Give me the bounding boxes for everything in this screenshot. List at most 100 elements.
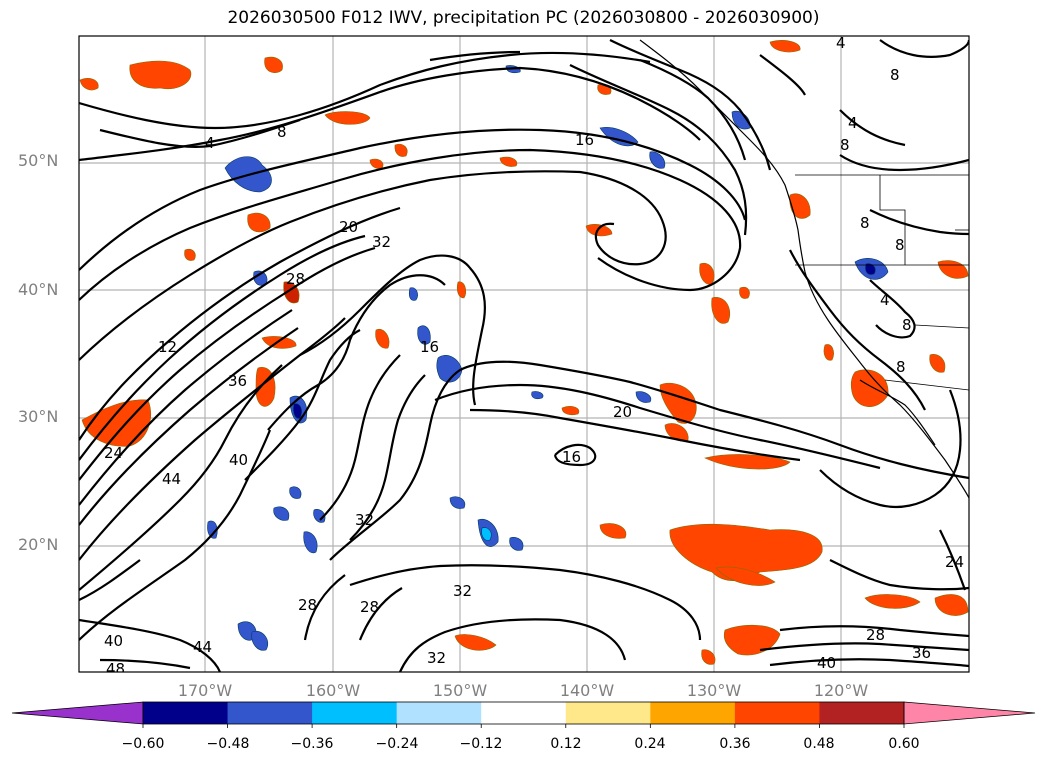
contour-label: 24	[104, 444, 123, 462]
iwv-contour	[569, 64, 748, 236]
contour-label: 40	[817, 654, 836, 672]
precip-patch	[264, 56, 283, 73]
precip-patch	[454, 634, 497, 651]
precip-patch	[456, 281, 467, 299]
lat-label-40n: 40°N	[18, 280, 59, 299]
contour-label: 28	[360, 598, 379, 616]
iwv-contour	[79, 128, 747, 271]
precip-negative-patches	[207, 65, 889, 651]
precip-patch	[129, 60, 192, 90]
iwv-contour	[609, 39, 772, 171]
lon-label-150w: 150°W	[432, 681, 488, 700]
contour-label: 8	[277, 123, 287, 141]
iwv-contour	[79, 148, 742, 301]
iwv-contour	[267, 274, 446, 431]
iwv-contour	[869, 209, 969, 236]
iwv-contour	[79, 170, 667, 361]
contour-label: 4	[205, 134, 215, 152]
iwv-contour	[79, 317, 346, 561]
iwv-contour	[779, 625, 969, 638]
contour-label: 4	[848, 114, 858, 132]
lat-label-50n: 50°N	[18, 151, 59, 170]
colorbar-tick-label: 0.48	[803, 736, 835, 752]
colorbar-tick-label: 0.36	[719, 736, 751, 752]
precip-patch	[649, 151, 666, 169]
precip-patch	[739, 287, 750, 299]
iwv-contour	[759, 642, 969, 652]
precip-patch	[247, 212, 271, 233]
iwv-contour	[829, 559, 969, 591]
precip-patch	[261, 336, 297, 349]
iwv-contour	[329, 360, 969, 561]
colorbar-extend-min	[11, 701, 144, 725]
precip-patch	[850, 369, 889, 407]
colorbar-tick-label: 0.12	[550, 736, 582, 752]
contour-label: 24	[945, 553, 964, 571]
precip-patch	[417, 325, 431, 345]
colorbar-extend-max	[903, 701, 1036, 725]
precip-patch	[599, 523, 627, 539]
precip-patch	[509, 537, 524, 551]
colorbar	[11, 701, 1036, 728]
lon-label-160w: 160°W	[305, 681, 361, 700]
iwv-contour	[769, 658, 969, 668]
border-line	[884, 379, 969, 391]
contour-label: 40	[104, 632, 123, 650]
contour-label: 32	[355, 511, 374, 529]
border-line	[914, 324, 969, 329]
lat-label-20n: 20°N	[18, 535, 59, 554]
plot-frame	[78, 35, 970, 673]
colorbar-segment	[819, 702, 905, 724]
iwv-contour	[79, 206, 401, 441]
coastline	[859, 379, 936, 446]
precip-patch	[789, 193, 811, 219]
colorbar-tick-label: −0.48	[206, 736, 250, 752]
contour-label: 12	[158, 338, 177, 356]
precip-patch	[293, 403, 302, 419]
precip-patch	[449, 496, 466, 509]
precip-patch	[408, 287, 418, 301]
colorbar-tick-label: −0.24	[375, 736, 419, 752]
iwv-contour	[79, 429, 272, 641]
contour-label: 20	[339, 218, 358, 236]
precip-patch	[769, 40, 801, 53]
iwv-contour	[299, 254, 486, 406]
precip-patch	[207, 520, 218, 539]
iwv-contour	[839, 109, 906, 147]
contour-label: 28	[286, 270, 305, 288]
lon-label-170w: 170°W	[177, 681, 233, 700]
precip-patch	[864, 594, 921, 609]
precip-patch	[436, 355, 463, 383]
contour-label: 16	[575, 131, 594, 149]
contour-label: 40	[229, 451, 248, 469]
colorbar-tick-label: 0.24	[634, 736, 666, 752]
colorbar-segment	[396, 702, 482, 724]
precip-patch	[715, 566, 776, 586]
contour-label: 36	[228, 372, 247, 390]
precip-patch	[273, 506, 290, 521]
colorbar-frame	[142, 701, 905, 725]
iwv-contour	[869, 279, 916, 339]
precip-patch	[375, 328, 390, 349]
coastline	[639, 39, 969, 499]
contour-label: 8	[895, 236, 905, 254]
precip-patch	[723, 624, 781, 656]
precip-patch	[701, 649, 716, 665]
precip-patch	[481, 527, 492, 541]
precip-patch	[704, 454, 791, 470]
iwv-contour	[303, 574, 346, 641]
colorbar-tick-label: −0.60	[121, 736, 165, 752]
lon-label-140w: 140°W	[559, 681, 615, 700]
precip-patch	[711, 297, 731, 324]
precip-patch	[303, 531, 318, 554]
colorbar-segment	[143, 702, 229, 724]
colorbar-segment	[227, 702, 313, 724]
iwv-contour	[79, 364, 283, 591]
precip-patch	[499, 156, 518, 167]
precip-patch	[865, 263, 876, 275]
iwv-contour	[358, 587, 403, 641]
precip-patch	[731, 110, 751, 130]
lon-label-120w: 120°W	[813, 681, 869, 700]
iwv-contour	[469, 408, 801, 462]
